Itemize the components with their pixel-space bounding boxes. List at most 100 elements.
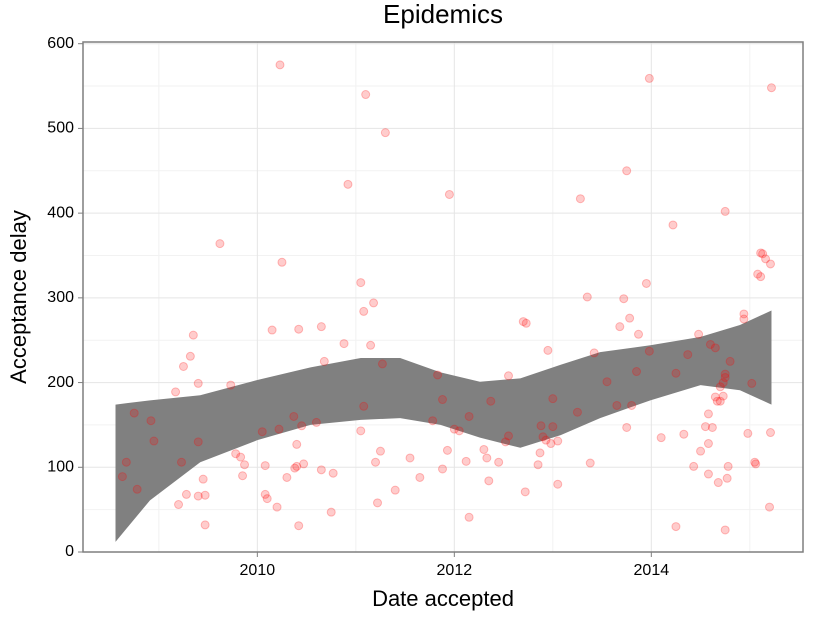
y-axis-title: Acceptance delay	[6, 210, 31, 384]
x-tick-label: 2010	[240, 562, 276, 579]
point	[696, 446, 706, 456]
y-tick-label: 400	[47, 204, 74, 221]
point	[272, 502, 282, 512]
point	[274, 424, 284, 434]
point	[756, 248, 766, 258]
point	[117, 472, 127, 482]
point	[240, 460, 250, 470]
point	[720, 525, 730, 535]
point	[710, 343, 720, 353]
point	[713, 478, 723, 488]
plot-border	[82, 41, 804, 553]
y-tick-label: 0	[65, 543, 74, 560]
point	[260, 461, 270, 471]
point	[193, 378, 203, 388]
point	[703, 469, 713, 479]
point	[720, 372, 730, 382]
point	[765, 428, 775, 438]
point	[627, 400, 637, 410]
point	[572, 407, 582, 417]
point	[602, 377, 612, 387]
point	[756, 272, 766, 282]
y-tick-label: 200	[47, 374, 74, 391]
point	[739, 309, 749, 319]
point	[712, 396, 722, 406]
point	[257, 427, 267, 437]
point	[705, 339, 715, 349]
point	[193, 491, 203, 501]
point	[494, 457, 504, 467]
point	[486, 396, 496, 406]
point	[543, 345, 553, 355]
point	[185, 351, 195, 361]
point	[316, 465, 326, 475]
point	[761, 254, 771, 264]
point	[582, 292, 592, 302]
point	[679, 429, 689, 439]
point	[625, 313, 635, 323]
y-tick-label: 300	[47, 289, 74, 306]
point	[238, 471, 248, 481]
point	[671, 368, 681, 378]
point	[703, 439, 713, 449]
y-tick-label: 600	[47, 35, 74, 52]
point	[442, 445, 452, 455]
point	[200, 520, 210, 530]
point	[289, 411, 299, 421]
point	[373, 498, 383, 508]
point	[262, 494, 272, 504]
points-layer	[117, 60, 776, 535]
point	[585, 458, 595, 468]
point	[718, 391, 728, 401]
point	[743, 428, 753, 438]
point	[622, 166, 632, 176]
point	[121, 457, 131, 467]
x-tick-label: 2012	[437, 562, 473, 579]
point	[553, 436, 563, 446]
point	[644, 346, 654, 356]
point	[482, 453, 492, 463]
point	[707, 422, 717, 432]
point	[174, 500, 184, 510]
point	[644, 73, 654, 83]
point	[765, 259, 775, 269]
point	[366, 340, 376, 350]
point	[428, 416, 438, 426]
point	[461, 456, 471, 466]
point	[319, 356, 329, 366]
point	[703, 409, 713, 419]
point	[146, 416, 156, 426]
point	[479, 444, 489, 454]
point	[622, 422, 632, 432]
point	[548, 394, 558, 404]
point	[715, 396, 725, 406]
plot-background	[83, 42, 803, 552]
point	[575, 194, 585, 204]
point	[723, 461, 733, 471]
point	[634, 329, 644, 339]
point	[739, 314, 749, 324]
point	[689, 461, 699, 471]
point	[292, 439, 302, 449]
point	[359, 401, 369, 411]
point	[725, 356, 735, 366]
point	[553, 479, 563, 489]
point	[299, 459, 309, 469]
point	[292, 461, 302, 471]
point	[503, 431, 513, 441]
point	[747, 378, 757, 388]
point	[231, 449, 241, 459]
point	[750, 457, 760, 467]
point	[149, 436, 159, 446]
point	[758, 249, 768, 259]
point	[188, 330, 198, 340]
point	[380, 128, 390, 138]
point	[405, 453, 415, 463]
y-tick-label: 100	[47, 459, 74, 476]
point	[328, 468, 338, 478]
point	[521, 318, 531, 328]
point	[535, 448, 545, 458]
point	[359, 306, 369, 316]
point	[356, 426, 366, 436]
point	[294, 324, 304, 334]
